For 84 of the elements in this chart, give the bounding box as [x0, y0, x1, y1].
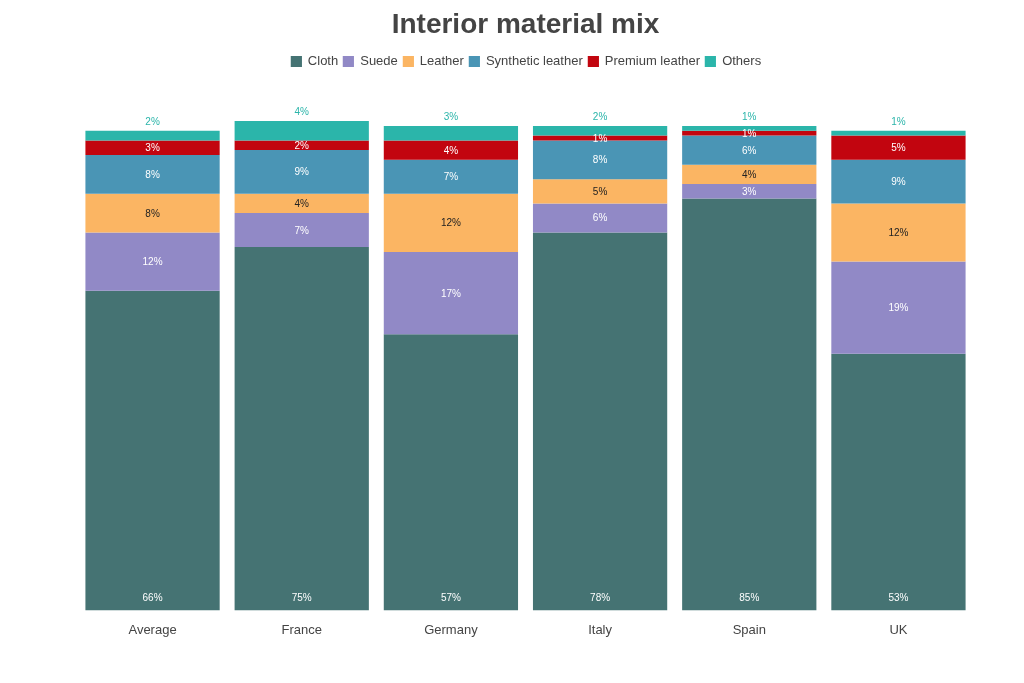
bar — [234, 140, 369, 151]
data-label: 66% — [142, 592, 163, 604]
data-label: 6% — [742, 144, 757, 156]
data-label: 2% — [294, 139, 310, 151]
bar — [234, 193, 369, 214]
bar — [234, 213, 369, 248]
data-label: 4% — [742, 168, 757, 180]
data-label: 1% — [742, 111, 757, 123]
bar — [682, 135, 817, 165]
data-label: 2% — [145, 115, 160, 127]
data-label: 2% — [592, 111, 608, 123]
x-tick-label: Italy — [588, 621, 613, 637]
bar — [831, 130, 966, 136]
data-label: 12% — [888, 227, 909, 238]
bar — [532, 179, 668, 204]
bar — [532, 232, 668, 611]
bar — [383, 125, 519, 141]
bar — [234, 247, 369, 611]
data-label: 75% — [291, 592, 312, 604]
bar — [682, 125, 817, 131]
bar — [234, 150, 369, 194]
data-label: 1% — [592, 132, 608, 144]
legend-label: Premium leather — [604, 53, 701, 68]
bar — [831, 203, 966, 262]
data-label: 19% — [888, 302, 909, 314]
data-label: 4% — [443, 144, 459, 156]
bar — [831, 353, 966, 611]
data-label: 1% — [891, 115, 906, 127]
bar — [831, 159, 966, 204]
data-label: 17% — [440, 287, 462, 299]
data-label: 8% — [145, 168, 160, 180]
data-label: 9% — [294, 166, 310, 178]
data-label: 5% — [891, 142, 906, 154]
bar — [383, 140, 519, 160]
bar — [85, 290, 220, 611]
bar — [383, 193, 519, 252]
data-label: 12% — [440, 217, 462, 229]
bar — [682, 198, 817, 611]
data-label: 4% — [294, 197, 310, 209]
data-label: 1% — [742, 127, 757, 139]
data-label: 3% — [145, 142, 160, 154]
x-tick-label: France — [281, 621, 322, 637]
bar — [532, 140, 668, 180]
data-label: 78% — [590, 592, 611, 604]
bar — [85, 130, 220, 141]
data-label: 3% — [443, 111, 459, 123]
legend-label: Leather — [419, 53, 464, 68]
data-label: 53% — [888, 592, 909, 604]
x-tick-label: UK — [889, 621, 908, 637]
x-tick-label: Average — [128, 621, 177, 637]
legend-label: Others — [722, 53, 762, 68]
chart-title: Interior material mix — [391, 7, 660, 39]
legend-label: Suede — [360, 53, 398, 68]
data-label: 4% — [294, 106, 310, 118]
data-label: 12% — [142, 256, 163, 268]
data-label: 57% — [440, 592, 462, 604]
bar — [383, 334, 519, 611]
bar — [682, 130, 817, 136]
bar — [532, 203, 668, 233]
x-tick-label: Germany — [424, 621, 479, 637]
bar — [383, 159, 519, 194]
legend-label: Synthetic leather — [485, 53, 583, 68]
bar — [532, 125, 668, 136]
data-label: 5% — [592, 185, 608, 197]
data-label: 7% — [294, 224, 310, 236]
bar — [682, 164, 817, 185]
bar — [383, 251, 519, 335]
legend-label: Cloth — [307, 53, 339, 68]
data-label: 7% — [443, 171, 459, 183]
data-label: 8% — [145, 207, 160, 219]
bar — [682, 184, 817, 199]
bar — [831, 135, 966, 160]
bar — [85, 154, 220, 194]
data-label: 3% — [742, 185, 757, 197]
bar — [234, 121, 369, 141]
bar — [85, 140, 220, 155]
bar — [85, 193, 220, 233]
x-tick-label: Spain — [732, 621, 766, 637]
bar — [831, 261, 966, 354]
data-label: 6% — [592, 212, 608, 224]
data-label: 8% — [592, 154, 608, 166]
data-label: 85% — [739, 592, 760, 604]
data-label: 9% — [891, 176, 906, 188]
bar — [85, 232, 220, 291]
